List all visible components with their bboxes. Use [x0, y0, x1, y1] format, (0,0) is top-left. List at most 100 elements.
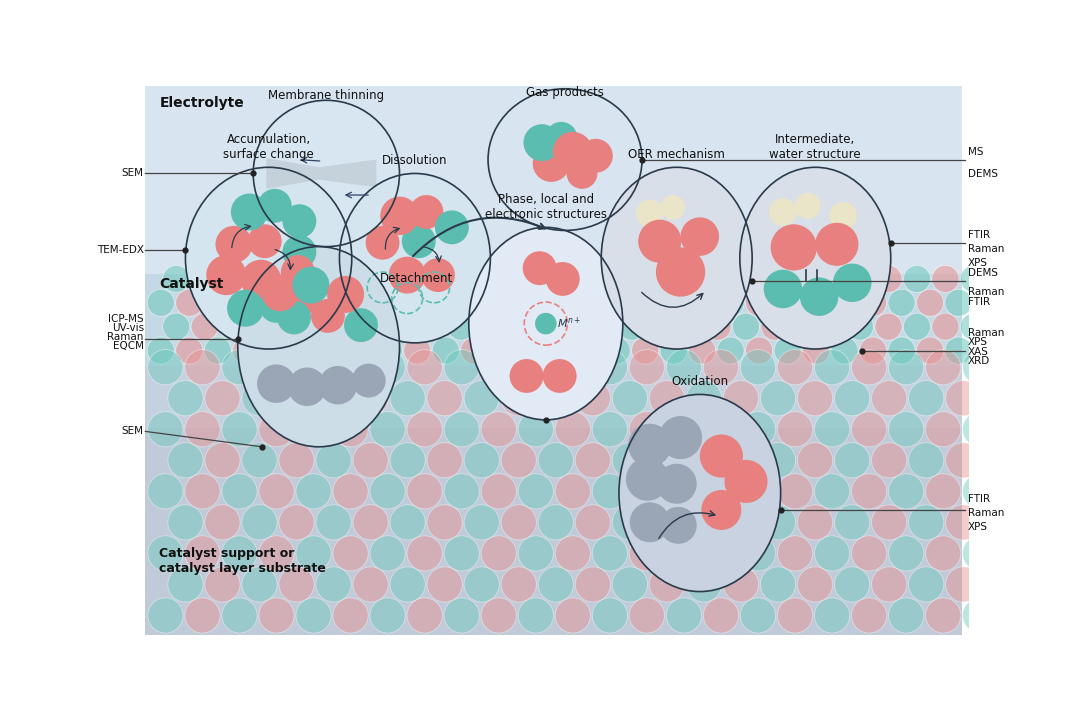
Circle shape: [661, 195, 685, 220]
Circle shape: [960, 313, 987, 341]
Circle shape: [518, 473, 553, 509]
Circle shape: [334, 313, 361, 341]
Circle shape: [501, 381, 537, 416]
Circle shape: [221, 473, 257, 509]
Circle shape: [818, 313, 845, 341]
Circle shape: [345, 308, 378, 342]
Circle shape: [219, 313, 246, 341]
Circle shape: [543, 359, 577, 393]
Circle shape: [538, 381, 573, 416]
Circle shape: [818, 266, 845, 293]
Circle shape: [815, 223, 859, 266]
Circle shape: [851, 536, 887, 571]
Circle shape: [962, 350, 998, 385]
Circle shape: [649, 443, 685, 478]
Circle shape: [717, 337, 744, 364]
Circle shape: [375, 337, 402, 364]
Circle shape: [501, 443, 537, 478]
Circle shape: [504, 266, 531, 293]
Circle shape: [283, 204, 316, 238]
Circle shape: [176, 289, 203, 316]
Circle shape: [778, 473, 812, 509]
Circle shape: [908, 567, 944, 602]
Circle shape: [316, 381, 351, 416]
Circle shape: [888, 289, 915, 316]
Circle shape: [741, 598, 775, 633]
Circle shape: [464, 443, 499, 478]
Circle shape: [741, 412, 775, 447]
Circle shape: [612, 443, 648, 478]
Circle shape: [444, 473, 480, 509]
Circle shape: [932, 266, 959, 293]
Circle shape: [352, 363, 386, 398]
Circle shape: [407, 536, 443, 571]
Circle shape: [835, 505, 869, 540]
Circle shape: [946, 381, 981, 416]
Circle shape: [592, 473, 627, 509]
Circle shape: [427, 381, 462, 416]
Circle shape: [524, 124, 561, 161]
Circle shape: [590, 266, 617, 293]
Text: Electrolyte: Electrolyte: [159, 96, 244, 111]
Circle shape: [592, 598, 627, 633]
Circle shape: [741, 350, 775, 385]
Circle shape: [567, 158, 597, 189]
Circle shape: [703, 473, 739, 509]
Circle shape: [247, 224, 282, 258]
Circle shape: [745, 337, 772, 364]
Circle shape: [889, 412, 923, 447]
Circle shape: [657, 464, 697, 504]
Circle shape: [636, 200, 663, 227]
Text: Phase, local and
electronic structures: Phase, local and electronic structures: [485, 193, 607, 221]
Circle shape: [590, 313, 617, 341]
Circle shape: [687, 567, 721, 602]
Circle shape: [221, 536, 257, 571]
Circle shape: [279, 381, 314, 416]
Circle shape: [191, 266, 218, 293]
Ellipse shape: [740, 167, 891, 349]
Circle shape: [390, 567, 426, 602]
Circle shape: [630, 350, 664, 385]
Circle shape: [205, 505, 240, 540]
Circle shape: [316, 443, 351, 478]
Circle shape: [703, 350, 739, 385]
Circle shape: [576, 505, 610, 540]
Circle shape: [555, 536, 591, 571]
Circle shape: [276, 266, 303, 293]
Circle shape: [427, 505, 462, 540]
Circle shape: [206, 255, 246, 295]
Circle shape: [353, 567, 388, 602]
Circle shape: [632, 337, 659, 364]
Circle shape: [546, 289, 573, 316]
Ellipse shape: [602, 167, 752, 349]
Circle shape: [390, 505, 426, 540]
Circle shape: [409, 195, 444, 229]
Text: Accumulation,
surface change: Accumulation, surface change: [224, 133, 314, 161]
Circle shape: [945, 289, 972, 316]
Polygon shape: [267, 158, 377, 189]
Circle shape: [889, 598, 923, 633]
Circle shape: [427, 567, 462, 602]
Circle shape: [481, 412, 516, 447]
Circle shape: [435, 211, 469, 244]
Circle shape: [833, 263, 872, 302]
Text: Oxidation: Oxidation: [672, 376, 728, 388]
Circle shape: [889, 350, 923, 385]
Circle shape: [362, 266, 389, 293]
Circle shape: [689, 337, 716, 364]
Circle shape: [660, 507, 697, 544]
Circle shape: [851, 598, 887, 633]
Circle shape: [704, 266, 731, 293]
Circle shape: [402, 224, 435, 258]
Circle shape: [562, 313, 589, 341]
Circle shape: [185, 473, 220, 509]
Circle shape: [835, 381, 869, 416]
Text: DEMS: DEMS: [968, 268, 998, 278]
Text: Raman: Raman: [968, 508, 1004, 518]
Circle shape: [283, 235, 316, 269]
Circle shape: [370, 473, 405, 509]
Circle shape: [167, 505, 203, 540]
Circle shape: [612, 567, 648, 602]
Circle shape: [649, 381, 685, 416]
Circle shape: [917, 337, 944, 364]
